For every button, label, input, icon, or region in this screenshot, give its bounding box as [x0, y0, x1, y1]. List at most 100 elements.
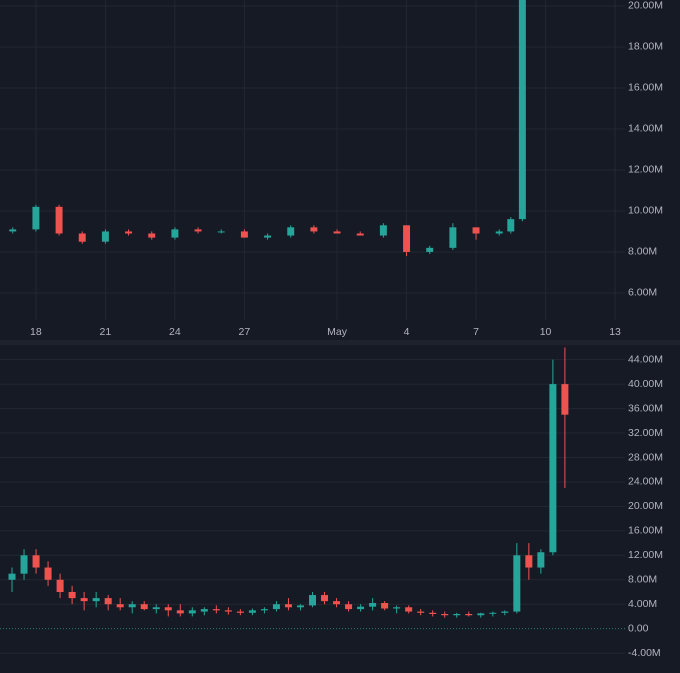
- x-tick-label: 21: [100, 326, 112, 338]
- candle-body: [236, 611, 244, 613]
- candle-body: [78, 233, 86, 242]
- candle-body: [9, 229, 17, 232]
- y-tick-label: 0.00: [628, 622, 649, 634]
- y-tick-label: 10.00M: [628, 205, 663, 217]
- candle-body: [217, 231, 225, 233]
- candle-body: [148, 233, 156, 238]
- candle-body: [164, 607, 172, 611]
- plot-area: [9, 0, 526, 257]
- candle-body: [140, 604, 148, 610]
- candle-body: [525, 555, 533, 568]
- candle-body: [379, 225, 387, 236]
- y-tick-label: 44.00M: [628, 353, 663, 365]
- candle-body: [264, 235, 272, 238]
- candle-body: [405, 607, 413, 612]
- x-tick-label: 18: [30, 326, 42, 338]
- x-tick-label: 27: [239, 326, 251, 338]
- candle-body: [441, 614, 449, 616]
- y-tick-label: 8.00M: [628, 574, 657, 586]
- y-tick-label: 12.00M: [628, 549, 663, 561]
- y-tick-label: 16.00M: [628, 525, 663, 537]
- candle-body: [513, 555, 521, 612]
- candle-body: [116, 604, 124, 608]
- candle-body: [68, 591, 76, 599]
- y-tick-label: 20.00M: [628, 500, 663, 512]
- candle-body: [369, 602, 377, 607]
- pane-separator: [0, 340, 680, 345]
- candle-body: [55, 206, 63, 234]
- candle-body: [309, 595, 316, 606]
- y-tick-label: 20.00M: [628, 0, 663, 12]
- candle-body: [549, 384, 557, 553]
- candle-body: [321, 595, 329, 602]
- candle-body: [32, 555, 40, 568]
- y-tick-label: 24.00M: [628, 476, 663, 488]
- candle-body: [472, 227, 480, 234]
- candle-body: [518, 0, 526, 220]
- y-tick-label: 4.00M: [628, 598, 657, 610]
- candle-body: [501, 611, 509, 613]
- candle-body: [224, 610, 232, 612]
- x-tick-label: 4: [404, 326, 410, 338]
- x-tick-label: 7: [473, 326, 479, 338]
- y-tick-label: 32.00M: [628, 427, 663, 439]
- candle-body: [188, 610, 196, 614]
- x-tick-label: 24: [169, 326, 181, 338]
- candle-body: [429, 612, 437, 615]
- candle-body: [212, 609, 220, 611]
- y-tick-label: 14.00M: [628, 123, 663, 135]
- y-tick-label: 36.00M: [628, 402, 663, 414]
- grid: [0, 359, 625, 654]
- candle-body: [32, 206, 40, 230]
- candle-body: [56, 579, 64, 592]
- candle-body: [260, 609, 268, 611]
- candle-body: [561, 384, 569, 415]
- y-tick-label: 6.00M: [628, 287, 657, 299]
- x-tick-label: 13: [609, 326, 621, 338]
- candle-body: [8, 573, 16, 580]
- candle-body: [125, 231, 133, 234]
- candle-body: [128, 604, 136, 608]
- candle-body: [171, 229, 179, 238]
- candle-body: [240, 231, 248, 238]
- candle-body: [393, 607, 401, 609]
- candle-body: [453, 614, 461, 616]
- grid: [0, 0, 625, 320]
- candle-body: [333, 231, 341, 234]
- candle-body: [495, 231, 503, 234]
- candle-body: [310, 227, 318, 232]
- candle-body: [272, 604, 280, 610]
- candle-body: [44, 567, 52, 580]
- plot-area: [8, 347, 569, 618]
- candle-body: [357, 606, 365, 610]
- candle-body: [101, 231, 109, 242]
- candle-body: [356, 233, 364, 236]
- y-tick-label: 40.00M: [628, 378, 663, 390]
- candle-body: [92, 598, 100, 602]
- candle-body: [465, 614, 473, 616]
- candle-body: [152, 607, 160, 610]
- candle-body: [194, 229, 202, 232]
- candle-body: [287, 227, 295, 236]
- candle-body: [345, 604, 353, 610]
- y-tick-label: 16.00M: [628, 82, 663, 94]
- candle-body: [80, 598, 88, 602]
- candle-body: [381, 602, 389, 609]
- x-tick-label: 10: [540, 326, 552, 338]
- y-tick-label: 18.00M: [628, 41, 663, 53]
- candle-body: [284, 604, 292, 608]
- x-tick-label: May: [327, 326, 348, 338]
- y-tick-label: 12.00M: [628, 164, 663, 176]
- candle-body: [20, 555, 28, 574]
- candle-body: [489, 612, 497, 614]
- candle-body: [477, 613, 485, 616]
- y-tick-label: 28.00M: [628, 451, 663, 463]
- candle-body: [176, 610, 184, 614]
- candle-body: [403, 225, 411, 252]
- candle-body: [449, 227, 457, 248]
- candle-body: [104, 598, 112, 605]
- candle-body: [417, 611, 425, 613]
- candle-body: [296, 605, 304, 608]
